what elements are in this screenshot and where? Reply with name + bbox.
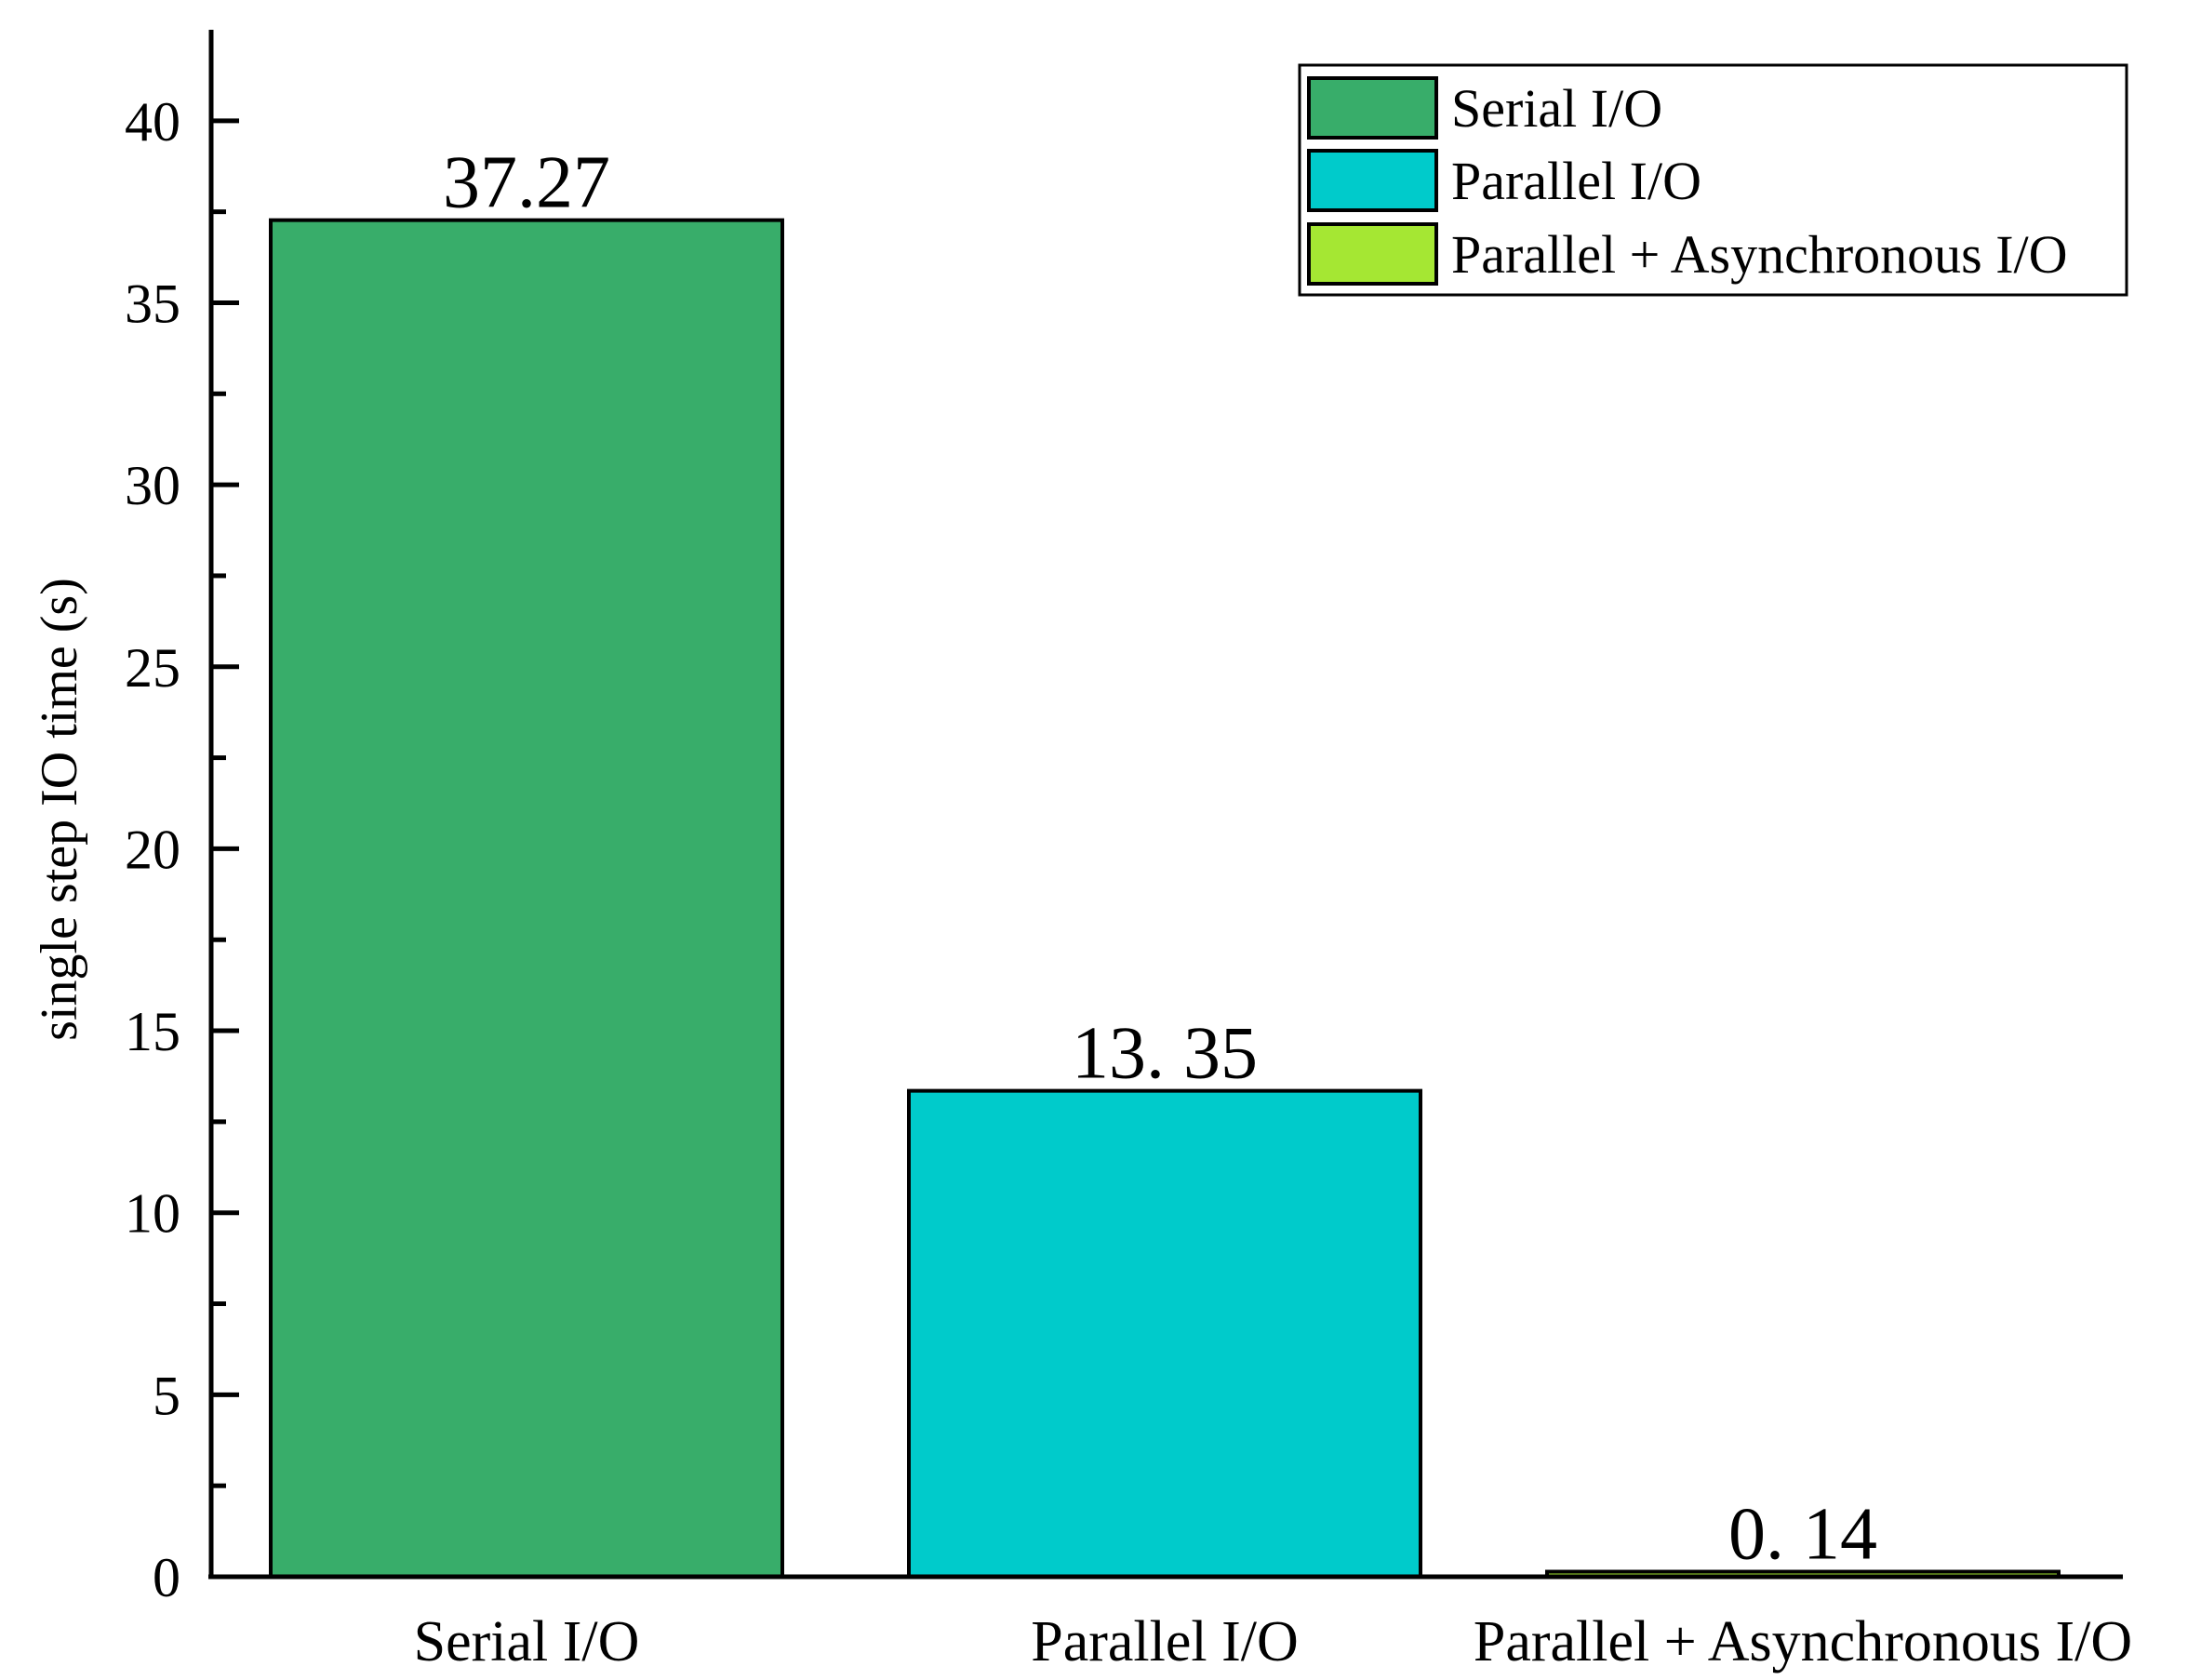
axes-layer <box>208 30 2123 1580</box>
x-tick-label-1: Serial I/O <box>414 1610 640 1673</box>
legend: Serial I/O Parallel I/O Parallel + Asynchr… <box>1298 63 2128 297</box>
data-label-1: 37.27 <box>443 142 610 224</box>
legend-swatch-2 <box>1307 149 1438 212</box>
y-tick-label: 30 <box>125 455 180 516</box>
legend-label-1: Serial I/O <box>1451 78 1662 139</box>
legend-label-3: Parallel + Asynchronous I/O <box>1451 224 2068 285</box>
data-label-2: 13. 35 <box>1072 1013 1258 1095</box>
y-tick-label: 35 <box>125 273 180 334</box>
data-labels-layer: 37.27 13. 35 0. 14 <box>443 142 1877 1576</box>
x-tick-label-2: Parallel I/O <box>1031 1610 1299 1673</box>
x-labels-layer: Serial I/O Parallel I/O Parallel + Asynchr… <box>414 1610 2133 1673</box>
y-ticks-layer: 0 5 10 15 20 25 30 35 40 <box>125 91 239 1608</box>
bar-1 <box>269 218 784 1579</box>
x-tick-label-3: Parallel + Asynchronous I/O <box>1474 1610 2132 1673</box>
y-tick-label: 0 <box>153 1547 180 1608</box>
bars-layer <box>269 218 2061 1579</box>
legend-label-2: Parallel I/O <box>1451 151 1701 211</box>
y-tick-label: 10 <box>125 1183 180 1245</box>
y-tick-label: 5 <box>153 1365 180 1426</box>
legend-swatch-1 <box>1307 76 1438 140</box>
y-tick-label: 15 <box>125 1001 180 1062</box>
data-label-3: 0. 14 <box>1728 1494 1877 1576</box>
y-tick-label: 40 <box>125 91 180 153</box>
y-tick-label: 25 <box>125 637 180 699</box>
bar-2 <box>907 1088 1422 1579</box>
legend-swatch-3 <box>1307 222 1438 286</box>
y-tick-label: 20 <box>125 819 180 880</box>
y-axis-title: single step IO time (s) <box>31 578 88 1041</box>
